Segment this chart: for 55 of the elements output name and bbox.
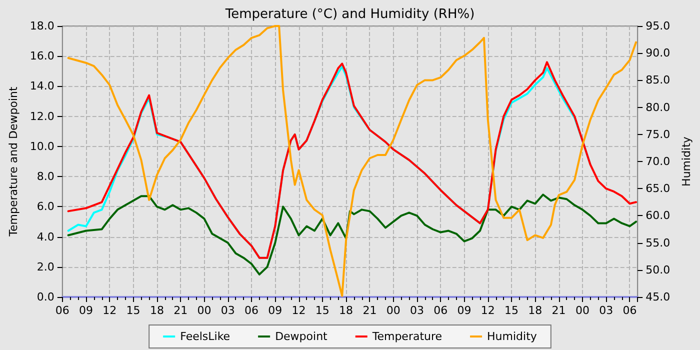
- x-tick-label: 03: [599, 304, 614, 317]
- y2-tick-label: 50.0: [646, 263, 670, 276]
- x-tick-label: 03: [220, 304, 235, 317]
- y-tick-label: 2.0: [36, 260, 54, 274]
- y-tick-label: 0.0: [36, 290, 54, 304]
- y-tick-label: 6.0: [36, 200, 54, 214]
- x-tick-label: 21: [552, 304, 566, 317]
- y2-tick-label: 75.0: [646, 128, 670, 141]
- x-tick-label: 12: [292, 304, 306, 317]
- x-tick-label: 09: [79, 304, 94, 317]
- y-tick-label: 4.0: [36, 230, 54, 244]
- legend-label: Temperature: [371, 330, 442, 343]
- x-tick-label: 18: [339, 304, 354, 317]
- y2-tick-label: 85.0: [646, 74, 670, 87]
- y-tick-label: 18.0: [30, 20, 54, 32]
- y2-tick-label: 70.0: [646, 155, 670, 168]
- x-tick-label: 12: [480, 304, 495, 317]
- y2-tick-label: 45.0: [646, 290, 670, 304]
- y-tick-label: 8.0: [36, 170, 54, 184]
- x-tick-label: 06: [55, 304, 70, 317]
- y2-tick-label: 90.0: [646, 46, 670, 60]
- x-tick-label: 06: [622, 304, 637, 317]
- y2-tick-label: 80.0: [646, 100, 670, 114]
- x-tick-label: 00: [197, 304, 212, 317]
- y2-axis-title: Humidity: [680, 136, 693, 186]
- y2-tick-label: 95.0: [646, 20, 670, 32]
- legend-label: Humidity: [487, 330, 538, 343]
- line-series: [67, 25, 638, 297]
- x-tick-label: 15: [315, 304, 330, 317]
- x-tick-label: 12: [102, 304, 117, 317]
- x-tick-label: 00: [386, 304, 400, 317]
- x-tick-label: 21: [362, 304, 377, 317]
- y2-tick-label: 55.0: [646, 236, 670, 250]
- x-tick-label: 06: [244, 304, 259, 317]
- y2-tick-label: 60.0: [646, 209, 670, 222]
- chart-title: Temperature (°C) and Humidity (RH%): [224, 7, 475, 22]
- x-tick-label: 18: [528, 304, 542, 317]
- legend-label: Dewpoint: [275, 330, 328, 343]
- x-tick-label: 00: [575, 304, 590, 317]
- x-tick-label: 06: [434, 304, 448, 317]
- x-tick-label: 03: [410, 304, 424, 317]
- y-axis-title: Temperature and Dewpoint: [7, 86, 20, 238]
- x-tick-label: 09: [268, 304, 282, 317]
- x-tick-label: 15: [504, 304, 519, 317]
- y-tick-label: 16.0: [30, 50, 54, 63]
- x-tick-label: 18: [150, 304, 164, 317]
- y-tick-label: 14.0: [30, 80, 54, 93]
- y-tick-label: 12.0: [30, 110, 54, 123]
- x-tick-label: 09: [457, 304, 472, 317]
- y2-tick-label: 65.0: [646, 182, 670, 196]
- y-tick-label: 10.0: [30, 140, 54, 153]
- legend-label: FeelsLike: [180, 330, 230, 343]
- x-tick-label: 21: [174, 304, 188, 317]
- line-series: [67, 194, 638, 276]
- x-tick-label: 15: [126, 304, 140, 317]
